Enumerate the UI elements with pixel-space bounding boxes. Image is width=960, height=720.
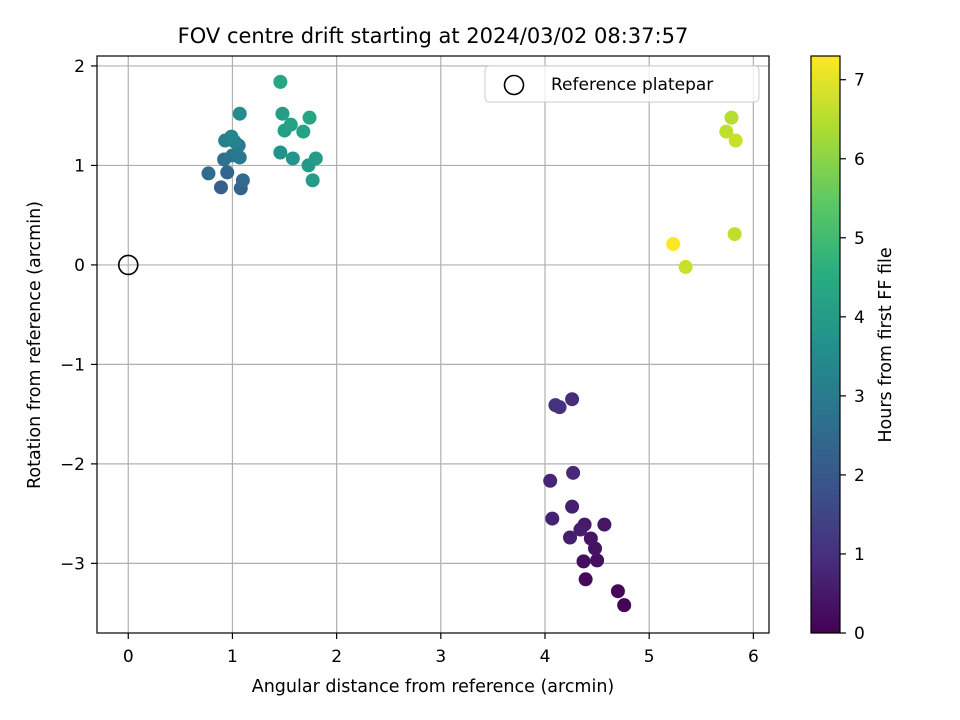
data-point [565, 499, 580, 514]
data-point [552, 400, 567, 415]
y-tick-label: 2 [74, 57, 85, 77]
colorbar-tick-label: 7 [854, 71, 865, 91]
y-tick-label: 1 [74, 156, 85, 176]
data-point [543, 473, 558, 488]
data-point [678, 259, 693, 274]
data-point [545, 511, 560, 526]
colorbar-tick-label: 2 [854, 466, 865, 486]
x-tick-label: 3 [435, 647, 446, 667]
data-points [201, 74, 743, 613]
plot-border [96, 55, 770, 634]
grid-lines [97, 56, 769, 633]
x-tick-label: 6 [748, 647, 759, 667]
data-point [590, 553, 605, 568]
y-axis-label: Rotation from reference (arcmin) [25, 201, 45, 489]
plot-area [97, 56, 769, 633]
data-point [719, 124, 734, 139]
colorbar-tick-label: 4 [854, 308, 865, 328]
data-point [578, 572, 593, 587]
data-point [235, 173, 250, 188]
data-point [610, 584, 625, 599]
y-tick-label: −3 [60, 554, 85, 574]
data-point [232, 150, 247, 165]
data-point [201, 166, 216, 181]
y-axis-ticks: 2 1 0 −1 −2 −3 [60, 57, 97, 574]
x-tick-label: 5 [644, 647, 655, 667]
colorbar-tick-label: 0 [854, 624, 865, 644]
x-axis-ticks: 0 1 2 3 4 5 6 [123, 633, 759, 667]
data-point [308, 151, 323, 166]
reference-platepar-marker [117, 254, 139, 276]
data-point [285, 151, 300, 166]
data-point [220, 165, 235, 180]
chart-title: FOV centre drift starting at 2024/03/02 … [178, 24, 689, 48]
data-point [283, 117, 298, 132]
x-tick-label: 4 [540, 647, 551, 667]
legend: Reference platepar [484, 65, 760, 103]
x-axis-label: Angular distance from reference (arcmin) [252, 677, 615, 697]
legend-hollow-circle-icon [503, 74, 525, 96]
colorbar-ticks: 0 1 2 3 4 5 6 7 [840, 71, 865, 644]
y-tick-label: 0 [74, 256, 85, 276]
x-tick-label: 2 [331, 647, 342, 667]
colorbar-tick-label: 5 [854, 229, 865, 249]
colorbar-tick-label: 6 [854, 150, 865, 170]
data-point [213, 180, 228, 195]
data-point [273, 145, 288, 160]
data-point [565, 392, 580, 407]
data-point [576, 554, 591, 569]
legend-entry-label: Reference platepar [551, 75, 713, 95]
data-point [573, 522, 588, 537]
data-point [273, 74, 288, 89]
data-point [724, 110, 739, 125]
legend-box [484, 65, 760, 103]
colorbar [810, 55, 841, 634]
data-point [617, 598, 632, 613]
data-point [566, 465, 581, 480]
y-tick-label: −1 [60, 355, 85, 375]
colorbar-tick-label: 3 [854, 387, 865, 407]
x-tick-label: 1 [227, 647, 238, 667]
data-point [563, 530, 578, 545]
data-point [728, 133, 743, 148]
data-point [727, 227, 742, 242]
data-point [597, 517, 612, 532]
y-tick-label: −2 [60, 455, 85, 475]
data-point [275, 106, 290, 121]
data-point [296, 124, 311, 139]
data-point [224, 129, 239, 144]
colorbar-tick-label: 1 [854, 545, 865, 565]
colorbar-label: Hours from first FF file [876, 247, 896, 442]
data-point [666, 237, 681, 252]
data-point [305, 173, 320, 188]
data-point [232, 106, 247, 121]
data-point [583, 531, 598, 546]
data-point [302, 110, 317, 125]
x-tick-label: 0 [123, 647, 134, 667]
